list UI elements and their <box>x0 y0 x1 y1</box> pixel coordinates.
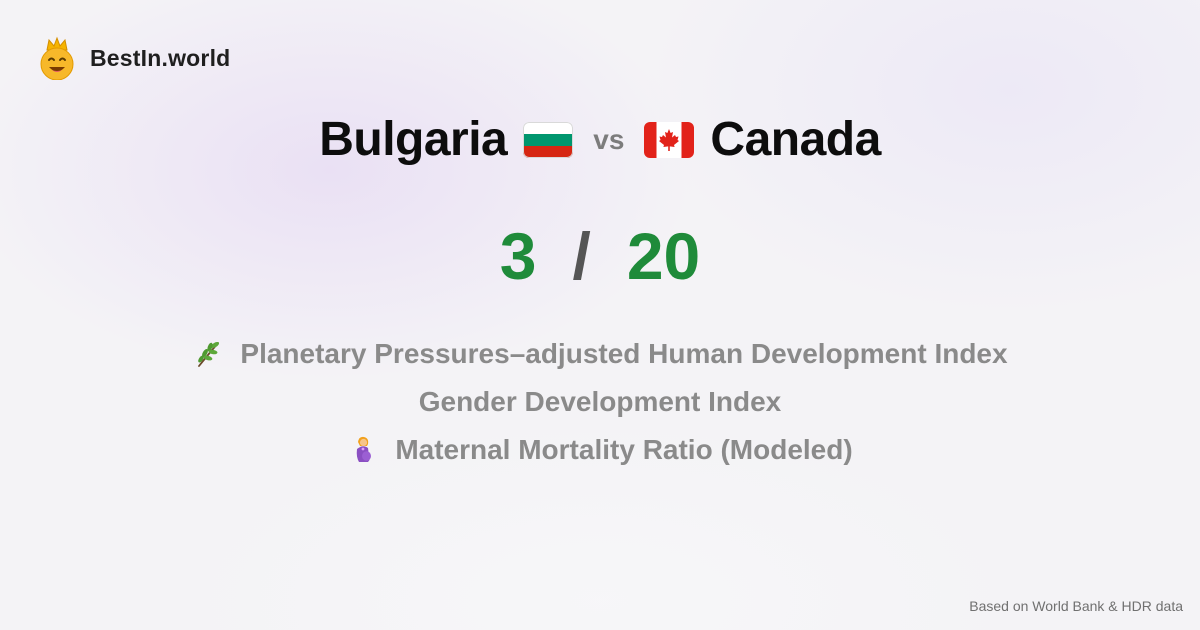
country-b-name: Canada <box>710 113 881 166</box>
pregnant-woman-icon <box>357 436 372 462</box>
herb-icon <box>198 342 220 367</box>
score-country-b: 20 <box>626 219 701 293</box>
metric-label: Gender Development Index <box>418 386 782 417</box>
metric-label: Maternal Mortality Ratio (Modeled) <box>395 434 853 465</box>
metric-item: Gender Development Index <box>419 386 782 418</box>
country-a-name: Bulgaria <box>319 113 508 166</box>
data-source-note: Based on World Bank & HDR data <box>969 598 1183 614</box>
canada-flag-icon <box>644 121 695 158</box>
crowned-smiley-icon <box>40 36 74 80</box>
metric-item: Maternal Mortality Ratio (Modeled) <box>347 434 853 466</box>
brand-name: BestIn.world <box>90 44 231 71</box>
metric-label: Planetary Pressures–adjusted Human Devel… <box>240 338 1008 369</box>
vs-label: vs <box>593 123 625 155</box>
score-country-a: 3 <box>499 219 537 293</box>
brand-header[interactable]: BestIn.world <box>38 36 230 80</box>
metric-item: Planetary Pressures–adjusted Human Devel… <box>192 338 1008 370</box>
metrics-list: Planetary Pressures–adjusted Human Devel… <box>0 338 1200 466</box>
country-matchup: Bulgaria vs Canada <box>0 112 1200 167</box>
score-line: 3 / 20 <box>0 218 1200 294</box>
score-separator: / <box>572 219 591 293</box>
bulgaria-flag-icon <box>523 121 574 158</box>
